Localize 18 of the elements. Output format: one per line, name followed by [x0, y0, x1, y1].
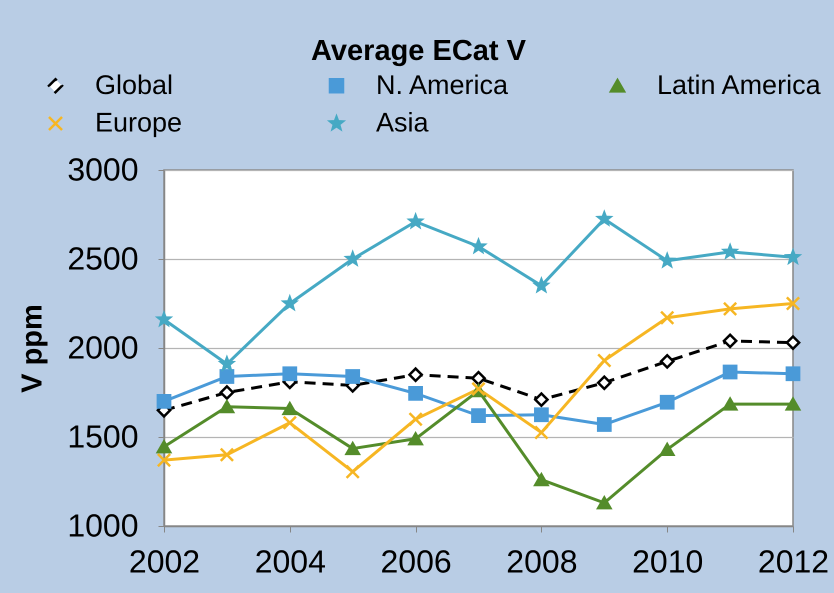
y-tick-label: 3000: [67, 152, 138, 188]
x-tick-label: 2002: [128, 544, 200, 580]
y-tick-label: 2000: [67, 330, 138, 366]
y-tick-label: 2500: [67, 240, 138, 276]
y-tick-label: 1000: [67, 508, 138, 544]
x-tick-label: 2008: [506, 544, 578, 580]
x-tick-label: 2012: [758, 544, 830, 580]
x-tick-label: 2004: [254, 544, 326, 580]
legend-label: Latin America: [657, 70, 822, 100]
legend-label: Asia: [376, 108, 430, 138]
legend-label: N. America: [376, 70, 510, 100]
legend-label: Europe: [95, 108, 182, 138]
chart-title: Average ECat V: [311, 35, 527, 67]
x-tick-label: 2010: [632, 544, 704, 580]
legend-label: Global: [95, 70, 174, 100]
x-tick-label: 2006: [380, 544, 452, 580]
y-axis-title: V ppm: [16, 304, 48, 393]
y-tick-label: 1500: [67, 418, 138, 454]
